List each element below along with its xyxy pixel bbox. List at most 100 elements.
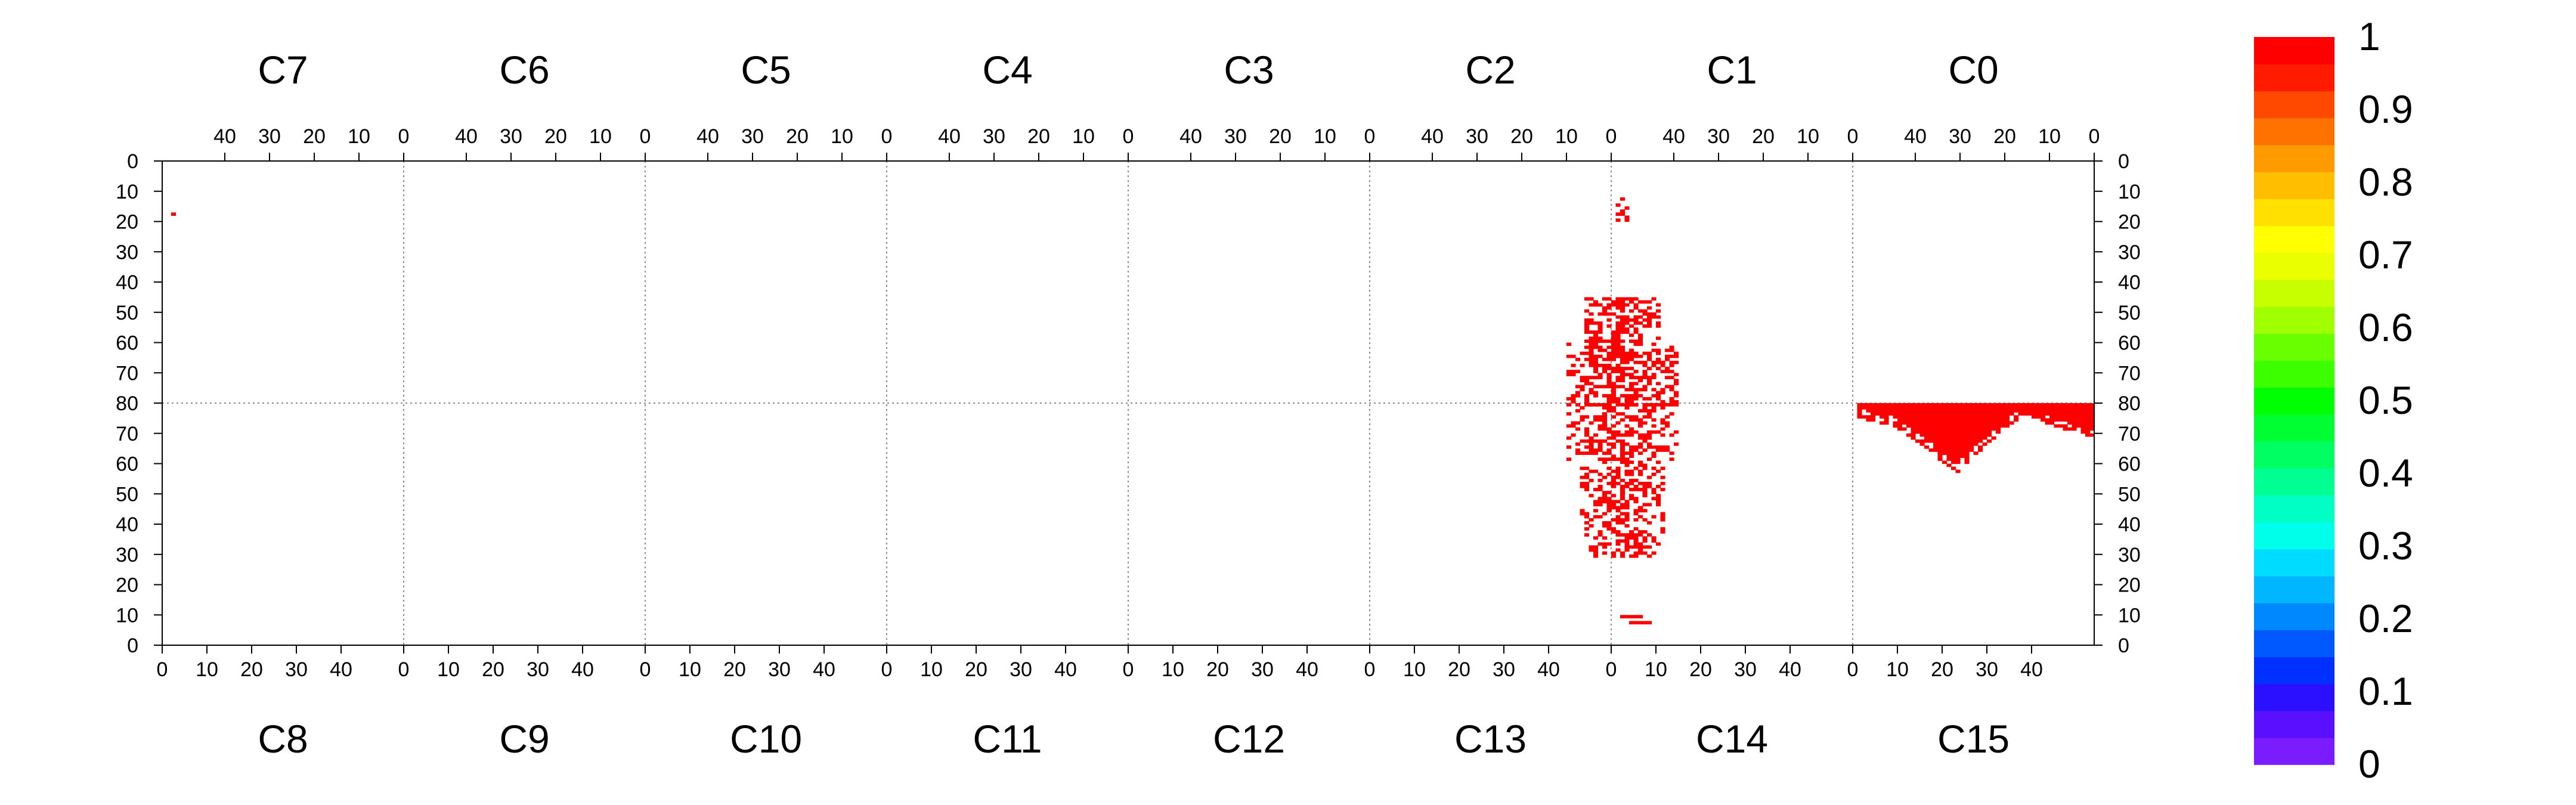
heatmap-cell-upper [1647,351,1652,355]
heatmap-cell-lower [1611,406,1617,410]
heatmap-cell-upper [1638,376,1643,379]
heatmap-cell-upper [1611,330,1617,334]
heatmap-cell-lower [1620,512,1626,516]
bottom-tick-label: 0 [1606,658,1617,681]
heatmap-cell-upper [1615,333,1621,337]
heatmap-cell-lower [1606,524,1612,528]
heatmap-cell-c15 [1928,433,1934,437]
heatmap-cell-lower [1602,403,1608,407]
heatmap-cell-upper [1620,197,1626,201]
heatmap-cell-upper [1593,364,1599,367]
heatmap-cell-c15 [1880,421,1885,425]
heatmap-cell-c15 [2054,415,2059,419]
heatmap-cell-lower [1624,451,1630,455]
heatmap-cell-lower [1566,424,1572,428]
heatmap-cell-c15 [1973,433,1979,437]
left-tick-label: 20 [116,574,138,597]
heatmap-cell-c15 [2089,412,2095,416]
top-tick-label: 0 [1364,125,1376,148]
heatmap-cell-lower [1584,439,1590,443]
heatmap-cell-c15 [1946,418,1952,422]
heatmap-cell-lower [1624,515,1630,519]
heatmap-cell-c15 [1915,424,1921,428]
heatmap-cell-c15 [1866,403,1871,407]
heatmap-cell-upper [1620,327,1626,331]
heatmap-cell-c15 [2005,406,2010,410]
heatmap-cell-upper [1651,342,1657,346]
right-tick-label: 10 [2118,604,2141,627]
heatmap-cell-lower [1624,533,1630,537]
heatmap-cell-c15 [1875,409,1880,413]
heatmap-cell-c15 [1942,460,1948,465]
left-tick-label: 10 [116,181,138,203]
heatmap-cell-c15 [1978,436,1983,440]
panel-label-bottom: C9 [499,717,549,761]
heatmap-cell-c15 [1964,409,1970,413]
heatmap-cell-lower [1638,506,1643,510]
heatmap-cell-c15 [2045,403,2050,407]
heatmap-cell-upper [1651,312,1657,316]
heatmap-cell-lower [1642,436,1648,440]
heatmap-cell-upper [1611,342,1617,346]
heatmap-cell-c15 [1924,424,1930,428]
heatmap-cell-upper [1593,342,1599,346]
heatmap-cell-c15 [2000,406,2005,410]
heatmap-cell-lower [1629,478,1634,482]
heatmap-cell-lower [1651,491,1657,494]
heatmap-cell-lower [1597,424,1603,428]
heatmap-cell-c15 [1987,424,1992,428]
heatmap-cell-upper [1606,367,1612,370]
heatmap-cell-lower [1589,548,1594,552]
heatmap-cell-upper [1571,400,1576,404]
heatmap-cell-upper [1633,376,1639,379]
heatmap-cell-upper [1647,354,1652,358]
heatmap-cell-upper [1584,297,1590,301]
heatmap-cell-c15 [1987,430,1992,434]
heatmap-cell-c15 [2058,409,2064,413]
heatmap-cell-c15 [1964,460,1970,465]
heatmap-cell-c15 [1969,427,1974,431]
heatmap-cell-upper [1651,376,1657,379]
heatmap-cell-c15 [2000,403,2005,407]
heatmap-cell-c15 [1987,406,1992,410]
heatmap-cell-upper [1674,400,1679,404]
heatmap-cell-lower [1566,436,1572,440]
heatmap-cell-upper [1606,373,1612,376]
heatmap-cell-c15 [1982,403,1987,407]
heatmap-cell-upper [1611,397,1617,401]
heatmap-cell-c15 [1991,424,1996,428]
heatmap-cell-lower [1647,545,1652,549]
heatmap-cell-upper [1589,303,1594,307]
heatmap-cell-upper [1624,367,1630,370]
heatmap-cell-c15 [1969,445,1974,449]
heatmap-cell-upper [1624,303,1630,307]
bottom-tick-label: 30 [285,658,308,681]
heatmap-cell-lower [1597,500,1603,504]
heatmap-cell-upper [1656,367,1661,370]
heatmap-cell-lower [1589,439,1594,443]
heatmap-cell-c15 [1933,445,1939,449]
top-tick-label: 30 [1707,125,1730,148]
heatmap-cell-lower [1593,415,1599,419]
heatmap-cell-lower [1620,491,1626,494]
heatmap-cell-upper [1638,321,1643,325]
heatmap-cell-c15 [1928,415,1934,419]
heatmap-cell-c15 [1924,412,1930,416]
heatmap-cell-c15 [2067,412,2073,416]
heatmap-cell-lower [1651,536,1657,540]
heatmap-cell-c15 [1987,403,1992,407]
heatmap-cell-upper [1589,376,1594,379]
heatmap-cell-c15 [1960,403,1965,407]
colorbar-segment [2254,710,2334,738]
heatmap-cell-lower [1615,518,1621,522]
heatmap-cell-c15 [1933,448,1939,452]
heatmap-cell-upper [1629,318,1634,322]
heatmap-cell-c15 [1964,427,1970,431]
heatmap-cell-c15 [1915,412,1921,416]
heatmap-cell-c15 [1982,406,1987,410]
heatmap-cell-c15 [1937,445,1943,449]
heatmap-cell-upper [1633,303,1639,307]
heatmap-cell-c15 [1969,418,1974,422]
heatmap-cell-c15 [1933,430,1939,434]
heatmap-cell-lower [1624,482,1630,485]
